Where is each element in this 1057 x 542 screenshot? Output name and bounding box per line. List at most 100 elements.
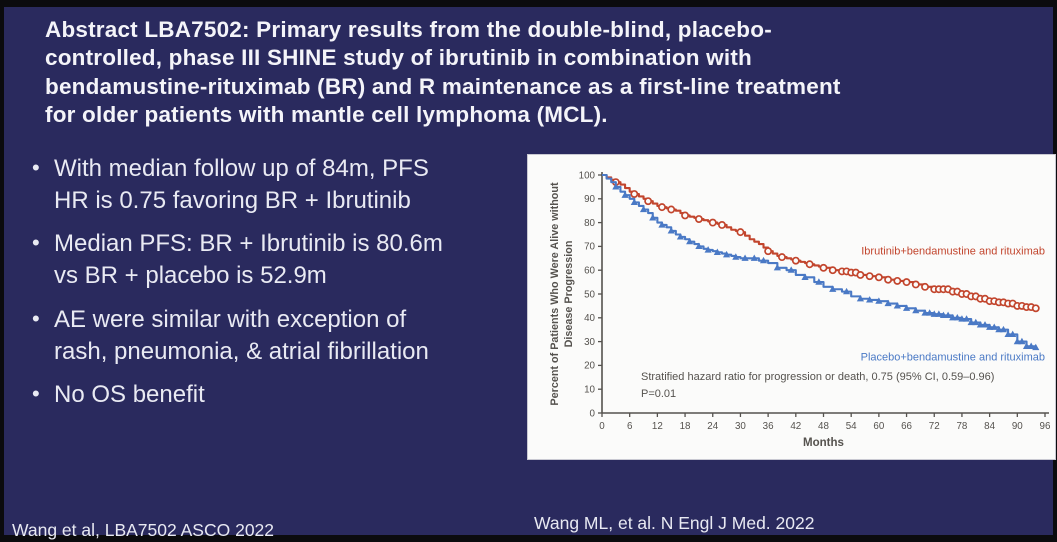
y-tick-label: 10 xyxy=(584,385,595,396)
x-tick-label: 48 xyxy=(818,421,829,432)
censor-mark-triangle xyxy=(695,242,703,249)
x-tick-label: 0 xyxy=(599,421,605,432)
censor-mark-triangle xyxy=(884,299,892,307)
censor-mark-triangle xyxy=(995,325,1003,333)
censor-mark-triangle xyxy=(935,310,943,317)
censor-mark-triangle xyxy=(842,287,851,295)
censor-mark-triangle xyxy=(990,323,998,330)
censor-mark-circle xyxy=(911,280,920,289)
citation-nejm: Wang ML, et al. N Engl J Med. 2022 xyxy=(534,513,815,533)
bullet-item-adverse-events: AE were similar with exception of rash, … xyxy=(30,304,526,368)
censor-mark-circle xyxy=(681,211,690,220)
censor-mark-circle xyxy=(921,282,929,291)
censor-mark-circle xyxy=(630,190,639,198)
y-tick-label: 20 xyxy=(584,361,595,372)
censor-mark-triangle xyxy=(667,227,675,234)
censor-mark-triangle xyxy=(949,314,957,321)
censor-mark-triangle xyxy=(1018,337,1026,345)
censor-mark-circle xyxy=(791,256,800,265)
censor-mark-triangle xyxy=(962,315,971,322)
censor-mark-triangle xyxy=(875,297,883,304)
censor-mark-triangle xyxy=(939,311,948,319)
censor-mark-triangle xyxy=(1004,330,1012,338)
x-tick-label: 96 xyxy=(1040,421,1051,432)
km-chart-svg: 0 10 20 30 40 50 60 70 80 90 100 0 6 12 18 24 30 36 42 48 54… xyxy=(549,170,1051,449)
x-tick-label: 90 xyxy=(1012,421,1023,432)
censor-mark-triangle xyxy=(930,310,938,317)
censor-mark-circle xyxy=(884,275,893,284)
y-tick-label: 80 xyxy=(584,218,595,229)
censor-mark-triangle xyxy=(981,321,989,328)
x-tick-label: 12 xyxy=(652,421,663,432)
censor-mark-circle xyxy=(1031,304,1040,313)
censor-mark-triangle xyxy=(658,221,666,228)
censor-mark-triangle xyxy=(1009,330,1017,338)
censor-mark-triangle xyxy=(912,306,920,314)
censor-mark-triangle xyxy=(866,296,874,303)
censor-mark-triangle xyxy=(1013,337,1021,345)
x-tick-label: 60 xyxy=(873,421,884,432)
censor-mark-circle xyxy=(764,247,773,256)
x-axis-title: Months xyxy=(803,437,844,449)
x-tick-label: 36 xyxy=(763,421,774,432)
censor-mark-triangle xyxy=(1032,343,1040,351)
censor-mark-triangle xyxy=(944,311,952,319)
censor-mark-circle xyxy=(893,276,902,285)
censor-mark-triangle xyxy=(649,214,657,221)
censor-mark-triangle xyxy=(953,314,961,321)
censor-mark-triangle xyxy=(621,191,629,198)
censor-mark-triangle xyxy=(732,253,740,260)
censor-mark-circle xyxy=(856,271,865,279)
x-tick-label: 72 xyxy=(929,421,940,432)
censor-mark-circle xyxy=(708,218,717,227)
censor-mark-triangle xyxy=(902,304,911,311)
km-chart-panel: 0 10 20 30 40 50 60 70 80 90 100 0 6 12 18 24 30 36 42 48 54… xyxy=(527,154,1056,460)
censor-mark-triangle xyxy=(986,323,994,330)
censor-mark-circle xyxy=(667,205,676,214)
x-tick-label: 84 xyxy=(984,421,995,432)
censor-mark-triangle xyxy=(926,309,934,316)
x-tick-label: 78 xyxy=(956,421,967,432)
censor-mark-triangle xyxy=(972,318,980,326)
censor-mark-triangle xyxy=(686,237,694,245)
y-tick-label: 90 xyxy=(584,194,595,205)
x-tick-label: 30 xyxy=(735,421,746,432)
hazard-ratio-annotation: Stratified hazard ratio for progression … xyxy=(641,371,994,383)
censor-mark-triangle xyxy=(976,321,984,328)
y-tick-label: 40 xyxy=(584,313,595,324)
y-tick-label: 60 xyxy=(584,266,595,277)
censor-mark-triangle xyxy=(612,183,620,190)
censor-mark-triangle xyxy=(815,278,823,285)
x-tick-label: 24 xyxy=(707,421,718,432)
censor-mark-triangle xyxy=(713,248,721,255)
censor-mark-triangle xyxy=(722,250,731,258)
slide-background: Abstract LBA7502: Primary results from t… xyxy=(4,7,1056,540)
censor-mark-circle xyxy=(644,197,653,206)
censor-mark-triangle xyxy=(1027,342,1035,349)
censor-mark-triangle xyxy=(676,233,685,240)
x-tick-label: 42 xyxy=(790,421,801,432)
censor-mark-triangle xyxy=(704,246,712,253)
censor-mark-triangle xyxy=(1022,342,1031,349)
censor-mark-circle xyxy=(658,203,666,212)
censor-mark-circle xyxy=(902,278,911,287)
censor-mark-triangle xyxy=(967,318,975,326)
censor-mark-circle xyxy=(819,263,828,272)
y-tick-label: 50 xyxy=(584,289,595,300)
bullet-item-os-benefit: No OS benefit xyxy=(30,379,526,411)
censor-mark-circle xyxy=(805,260,814,269)
censor-mark-circle xyxy=(694,215,703,223)
x-tick-label: 18 xyxy=(680,421,691,432)
bullet-list: With median follow up of 84m, PFS HR is … xyxy=(30,153,526,422)
censor-mark-triangle xyxy=(773,264,781,271)
censor-mark-triangle xyxy=(630,198,638,205)
censor-mark-circle xyxy=(778,253,786,262)
censor-mark-circle xyxy=(874,273,883,282)
x-tick-label: 6 xyxy=(627,421,633,432)
bullet-item-median-pfs: Median PFS: BR + Ibrutinib is 80.6m vs B… xyxy=(30,228,526,292)
censor-mark-triangle xyxy=(958,315,966,322)
y-tick-label: 0 xyxy=(590,408,596,419)
y-tick-label: 70 xyxy=(584,242,595,253)
censor-mark-triangle xyxy=(893,302,901,309)
